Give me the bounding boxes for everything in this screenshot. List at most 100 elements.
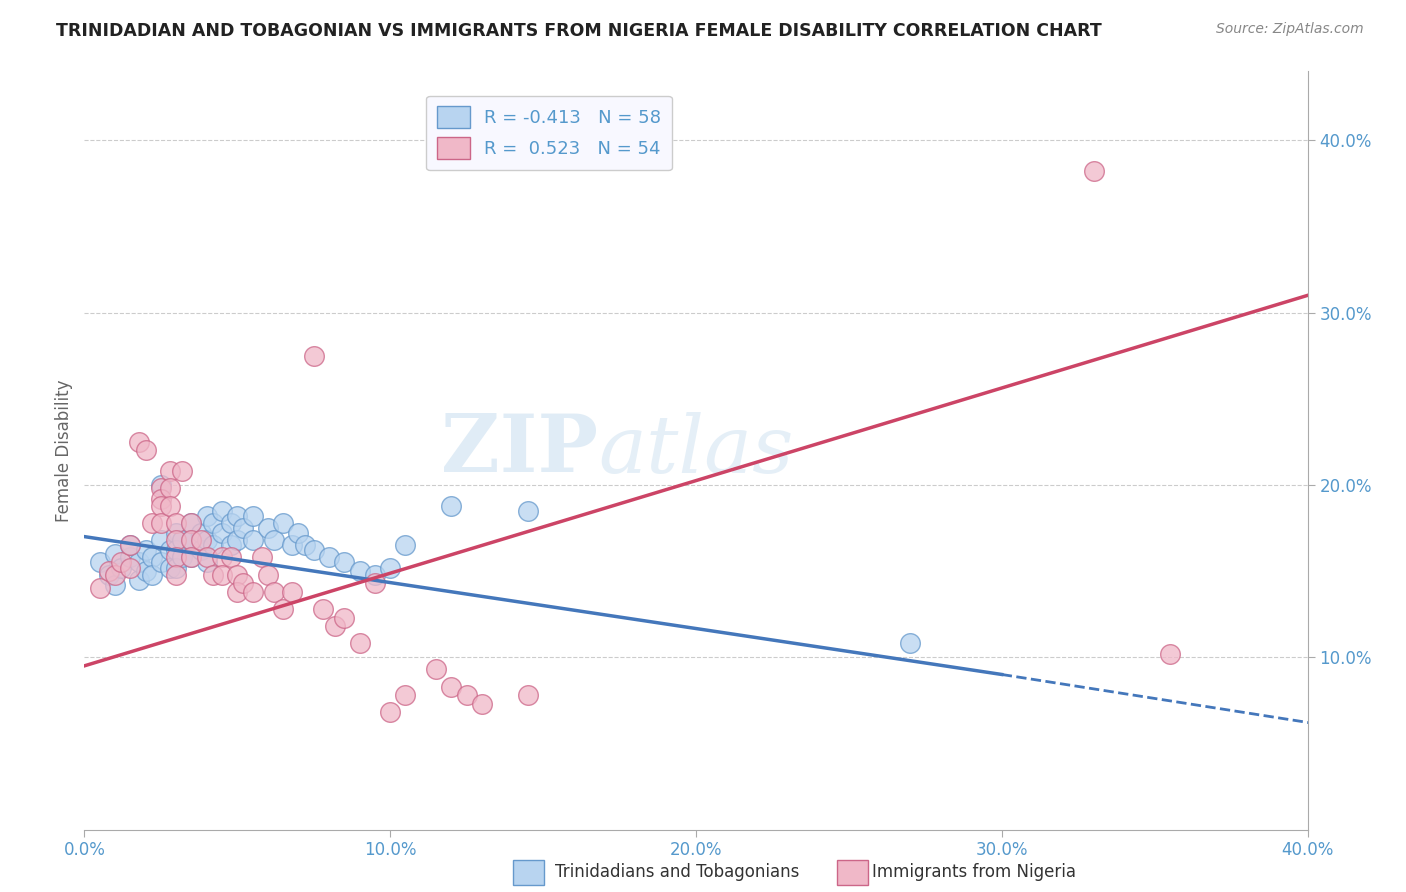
Point	[211, 526, 233, 541]
Point	[318, 550, 340, 565]
Point	[104, 578, 127, 592]
Point	[149, 556, 172, 570]
Point	[323, 619, 346, 633]
Point	[242, 533, 264, 547]
Point	[333, 610, 356, 624]
Point	[180, 550, 202, 565]
Point	[180, 550, 202, 565]
Point	[226, 584, 249, 599]
Point	[226, 508, 249, 523]
Point	[394, 688, 416, 702]
Point	[159, 543, 181, 558]
Point	[165, 560, 187, 574]
Point	[257, 567, 280, 582]
Point	[281, 584, 304, 599]
Point	[165, 516, 187, 530]
Point	[172, 464, 194, 478]
Point	[380, 706, 402, 720]
Point	[159, 560, 181, 574]
Point	[165, 543, 187, 558]
Point	[201, 516, 224, 530]
Point	[120, 560, 142, 574]
Point	[302, 543, 325, 558]
Point	[271, 516, 294, 530]
Point	[149, 491, 172, 506]
Text: Immigrants from Nigeria: Immigrants from Nigeria	[872, 863, 1076, 881]
Point	[263, 533, 285, 547]
Point	[333, 556, 356, 570]
Point	[190, 533, 212, 547]
Point	[149, 482, 172, 496]
Point	[180, 516, 202, 530]
Point	[201, 538, 224, 552]
Point	[120, 538, 142, 552]
Point	[516, 504, 538, 518]
Point	[135, 443, 157, 458]
Point	[89, 556, 111, 570]
Point	[271, 602, 294, 616]
Point	[149, 499, 172, 513]
Point	[226, 533, 249, 547]
Point	[190, 543, 212, 558]
Point	[159, 482, 181, 496]
Point	[135, 543, 157, 558]
Point	[172, 550, 194, 565]
Point	[294, 538, 316, 552]
Point	[149, 533, 172, 547]
Point	[128, 573, 150, 587]
Point	[242, 584, 264, 599]
Point	[195, 533, 218, 547]
Point	[287, 526, 309, 541]
Point	[232, 521, 254, 535]
Point	[219, 538, 242, 552]
Point	[219, 550, 242, 565]
Point	[312, 602, 335, 616]
Y-axis label: Female Disability: Female Disability	[55, 379, 73, 522]
Point	[195, 556, 218, 570]
Point	[89, 582, 111, 596]
Point	[516, 688, 538, 702]
Point	[97, 567, 120, 582]
Point	[1159, 647, 1181, 661]
Point	[104, 567, 127, 582]
Point	[180, 533, 202, 547]
Legend: R = -0.413   N = 58, R =  0.523   N = 54: R = -0.413 N = 58, R = 0.523 N = 54	[426, 95, 672, 170]
Point	[232, 576, 254, 591]
Point	[440, 680, 463, 694]
Point	[159, 464, 181, 478]
Point	[898, 636, 921, 650]
Point	[195, 508, 218, 523]
Point	[149, 478, 172, 492]
Point	[364, 567, 387, 582]
Point	[195, 550, 218, 565]
Point	[456, 688, 478, 702]
Text: Trinidadians and Tobagonians: Trinidadians and Tobagonians	[555, 863, 800, 881]
Point	[180, 516, 202, 530]
Point	[165, 533, 187, 547]
Point	[149, 516, 172, 530]
Point	[128, 556, 150, 570]
Point	[380, 560, 402, 574]
Point	[1083, 164, 1105, 178]
Point	[263, 584, 285, 599]
Point	[128, 434, 150, 449]
Point	[190, 526, 212, 541]
Point	[250, 550, 273, 565]
Point	[349, 636, 371, 650]
Text: ZIP: ZIP	[441, 411, 598, 490]
Point	[172, 533, 194, 547]
Point	[120, 538, 142, 552]
Point	[97, 564, 120, 578]
Text: TRINIDADIAN AND TOBAGONIAN VS IMMIGRANTS FROM NIGERIA FEMALE DISABILITY CORRELAT: TRINIDADIAN AND TOBAGONIAN VS IMMIGRANTS…	[56, 22, 1102, 40]
Point	[180, 533, 202, 547]
Point	[281, 538, 304, 552]
Point	[141, 550, 163, 565]
Point	[219, 516, 242, 530]
Point	[302, 349, 325, 363]
Point	[471, 697, 494, 711]
Point	[165, 550, 187, 565]
Point	[135, 564, 157, 578]
Text: Source: ZipAtlas.com: Source: ZipAtlas.com	[1216, 22, 1364, 37]
Point	[110, 560, 132, 574]
Point	[211, 504, 233, 518]
